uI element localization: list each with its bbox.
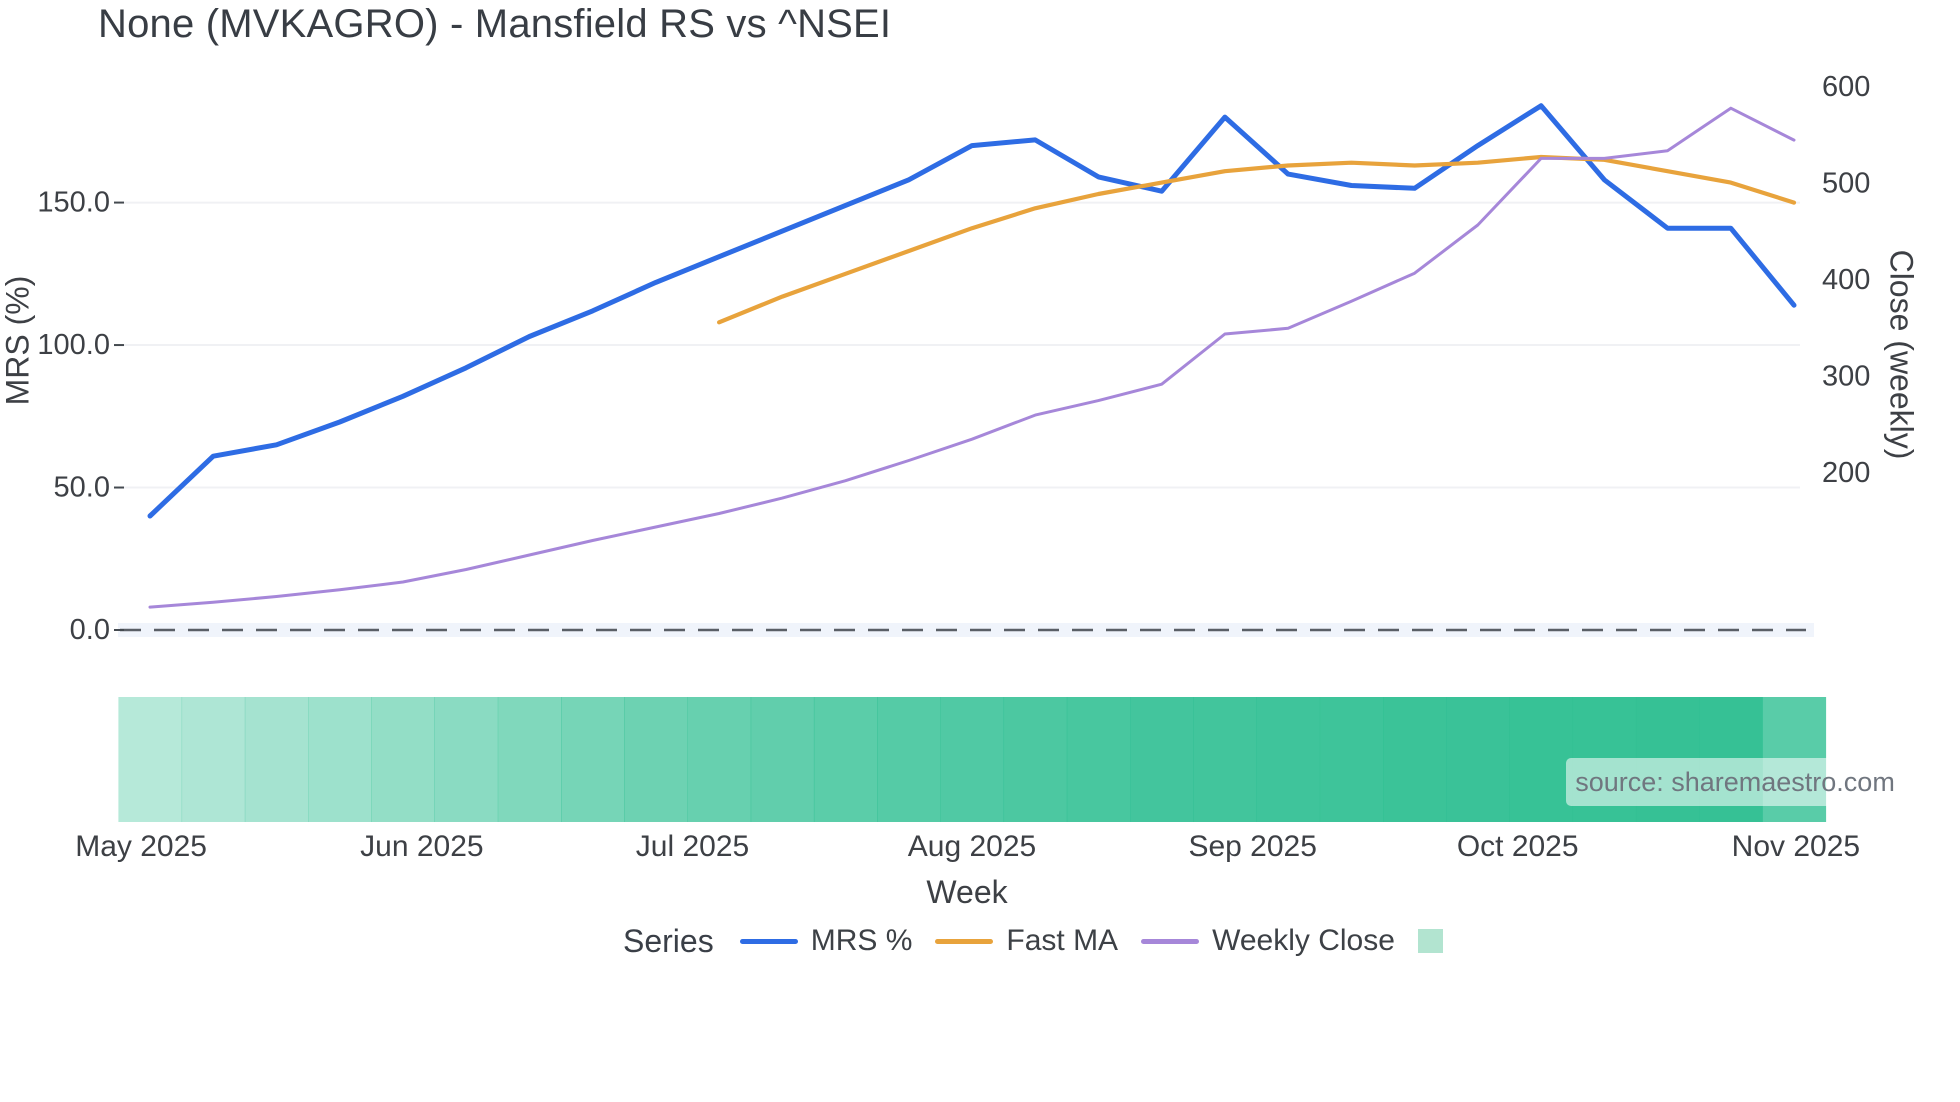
chart-title: None (MVKAGRO) - Mansfield RS vs ^NSEI	[98, 2, 892, 46]
band-cell	[1383, 697, 1447, 822]
band-cell	[308, 697, 372, 822]
band-cell	[1446, 697, 1510, 822]
y-left-tick-label: 50.0	[54, 472, 110, 504]
band-cell	[1193, 697, 1257, 822]
legend-title: Series	[623, 922, 714, 959]
band-cell	[1256, 697, 1321, 822]
series-line-weekly-close	[148, 106, 1796, 609]
x-tick-label: May 2025	[75, 830, 207, 863]
series-line-fast-ma	[716, 154, 1797, 325]
band-cell	[118, 697, 183, 822]
band-cell	[244, 697, 309, 822]
legend-items: MRS % Fast MA Weekly Close	[739, 924, 1443, 958]
band-cell	[1509, 697, 1574, 822]
legend-square-swatch	[1417, 929, 1443, 953]
x-tick-label: Nov 2025	[1732, 830, 1860, 863]
band-cell	[1319, 697, 1384, 822]
y-right-tick-label: 400	[1822, 264, 1870, 296]
band-cell	[1066, 697, 1131, 822]
band-cell	[371, 697, 435, 822]
legend-item-label: MRS %	[810, 924, 913, 957]
x-axis-title: Week	[926, 874, 1008, 910]
x-tick-label: Oct 2025	[1457, 830, 1579, 863]
legend: Series MRS % Fast MA Weekly Close	[623, 922, 1443, 960]
y-right-tick-label: 500	[1822, 168, 1870, 200]
source-note: source: sharemaestro.com	[1566, 758, 1904, 806]
y-left-axis-title: MRS (%)	[0, 275, 36, 406]
y-right-tick-label: 600	[1822, 71, 1870, 103]
band-cell	[434, 697, 499, 822]
legend-line-swatch	[739, 938, 798, 944]
band-cell	[497, 697, 562, 822]
band-cell	[624, 697, 688, 822]
legend-line-swatch	[935, 938, 994, 944]
y-right-tick-label: 200	[1822, 457, 1870, 489]
band-cell	[813, 697, 878, 822]
zero-line-strip	[118, 623, 1814, 637]
x-tick-label: Jul 2025	[636, 830, 749, 863]
y-left-tick-label: 100.0	[37, 329, 110, 361]
band-cell	[1003, 697, 1068, 822]
legend-item: MRS %	[739, 924, 913, 958]
band-cell	[687, 697, 752, 822]
legend-item	[1417, 929, 1443, 953]
legend-item-label: Fast MA	[1006, 924, 1119, 957]
legend-item: Fast MA	[935, 924, 1118, 958]
band-cell	[1130, 697, 1194, 822]
x-tick-label: Jun 2025	[360, 830, 483, 863]
y-right-axis-title: Close (weekly)	[1883, 249, 1920, 460]
series-line-mrs-percent	[147, 103, 1797, 519]
band-cell	[561, 697, 625, 822]
band-cell	[750, 697, 815, 822]
band-cell	[877, 697, 941, 822]
legend-line-swatch	[1141, 938, 1200, 944]
y-right-tick-label: 300	[1822, 361, 1870, 393]
band-cell	[940, 697, 1005, 822]
legend-item-label: Weekly Close	[1212, 924, 1395, 957]
x-tick-label: Sep 2025	[1188, 830, 1316, 863]
legend-item: Weekly Close	[1141, 924, 1395, 958]
y-left-tick-label: 150.0	[37, 187, 110, 219]
y-left-tick-label: 0.0	[70, 614, 110, 646]
x-tick-label: Aug 2025	[908, 830, 1036, 863]
band-cell	[181, 697, 246, 822]
